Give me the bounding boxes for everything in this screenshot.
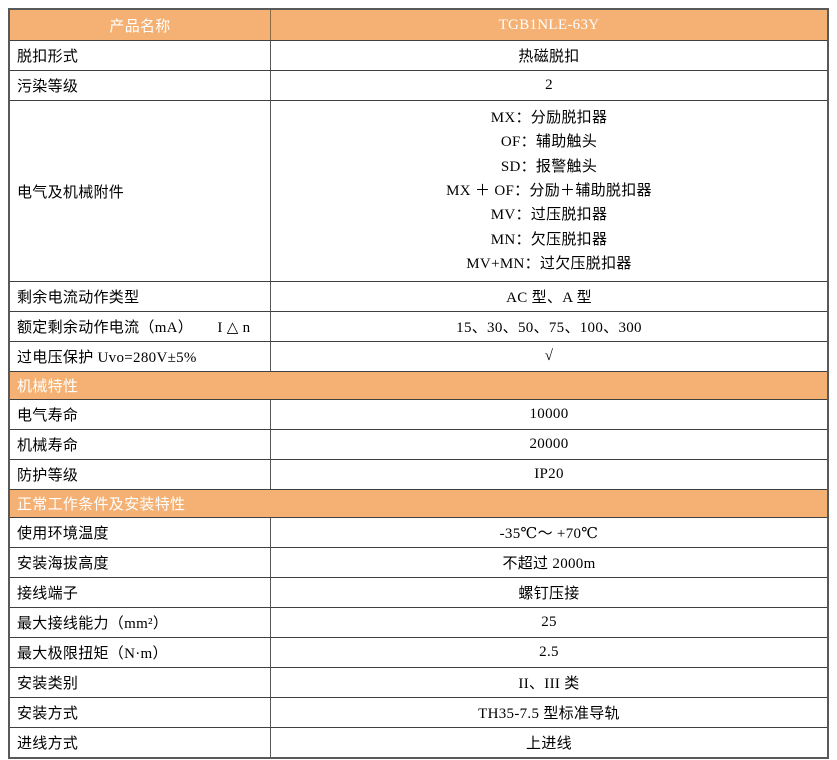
spec-label: 安装类别	[10, 668, 271, 697]
spec-label: 额定剩余动作电流（mA） I △ n	[10, 312, 271, 341]
spec-row-terminal-type: 接线端子 螺钉压接	[10, 577, 827, 607]
spec-label: 剩余电流动作类型	[10, 282, 271, 311]
spec-value: AC 型、A 型	[506, 290, 592, 306]
spec-value: 20000	[529, 436, 569, 452]
spec-value: 螺钉压接	[518, 586, 580, 602]
spec-row-mounting-method: 安装方式 TH35-7.5 型标准导轨	[10, 697, 827, 727]
spec-row-residual-current-type: 剩余电流动作类型 AC 型、A 型	[10, 281, 827, 311]
spec-value: 不超过 2000m	[502, 556, 596, 572]
spec-value: 2.5	[539, 644, 559, 660]
spec-row-max-torque: 最大极限扭矩（N·m） 2.5	[10, 637, 827, 667]
spec-label: 电气寿命	[10, 400, 271, 429]
spec-value: 2	[545, 77, 553, 93]
spec-value: IP20	[534, 466, 564, 482]
spec-label: 安装海拔高度	[10, 548, 271, 577]
accessory-line: MV：过压脱扣器	[490, 207, 608, 224]
spec-value: 10000	[529, 406, 569, 422]
spec-row-mechanical-life: 机械寿命 20000	[10, 429, 827, 459]
section-header-installation: 正常工作条件及安装特性	[10, 489, 827, 517]
spec-value: 15、30、50、75、100、300	[456, 320, 642, 336]
spec-row-ambient-temperature: 使用环境温度 -35℃～ +70℃	[10, 517, 827, 547]
spec-row-pollution-degree: 污染等级 2	[10, 70, 827, 100]
spec-value: 上进线	[526, 736, 572, 752]
spec-row-max-wiring-capacity: 最大接线能力（mm²） 25	[10, 607, 827, 637]
spec-row-installation-altitude: 安装海拔高度 不超过 2000m	[10, 547, 827, 577]
spec-value: -35℃～ +70℃	[499, 526, 599, 542]
accessory-line: MX ＋ OF：分励＋辅助脱扣器	[446, 182, 652, 199]
spec-row-rated-residual-current: 额定剩余动作电流（mA） I △ n 15、30、50、75、100、300	[10, 311, 827, 341]
spec-row-electrical-life: 电气寿命 10000	[10, 399, 827, 429]
spec-row-line-entry: 进线方式 上进线	[10, 727, 827, 757]
product-spec-table: 产品名称 TGB1NLE-63Y 脱扣形式 热磁脱扣 污染等级 2 电气及机械附…	[8, 8, 829, 759]
spec-value: II、III 类	[518, 676, 580, 692]
accessory-line: SD：报警触头	[500, 158, 598, 175]
spec-row-protection-degree: 防护等级 IP20	[10, 459, 827, 489]
spec-label: 机械寿命	[10, 430, 271, 459]
accessory-line: MV+MN：过欠压脱扣器	[466, 255, 632, 272]
spec-label: 脱扣形式	[10, 41, 271, 70]
spec-label: 防护等级	[10, 460, 271, 489]
spec-row-accessories: 电气及机械附件 MX：分励脱扣器 OF：辅助触头 SD：报警触头 MX ＋ OF…	[10, 100, 827, 281]
spec-row-trip-type: 脱扣形式 热磁脱扣	[10, 40, 827, 70]
accessory-line: OF：辅助触头	[500, 134, 598, 151]
spec-value: 25	[541, 614, 557, 630]
spec-value: 热磁脱扣	[518, 49, 580, 65]
spec-label: 进线方式	[10, 728, 271, 757]
product-model-value: TGB1NLE-63Y	[498, 16, 600, 33]
accessory-line: MX：分励脱扣器	[490, 110, 608, 127]
spec-value: TH35-7.5 型标准导轨	[478, 706, 620, 722]
spec-label: 污染等级	[10, 71, 271, 100]
spec-label: 接线端子	[10, 578, 271, 607]
spec-row-installation-category: 安装类别 II、III 类	[10, 667, 827, 697]
checkmark-value: √	[544, 348, 554, 364]
accessory-line: MN：欠压脱扣器	[490, 231, 608, 248]
spec-label: 安装方式	[10, 698, 271, 727]
spec-label: 电气及机械附件	[10, 101, 271, 281]
spec-label: 最大接线能力（mm²）	[10, 608, 271, 637]
section-header-mechanical: 机械特性	[10, 371, 827, 399]
spec-value-multiline: MX：分励脱扣器 OF：辅助触头 SD：报警触头 MX ＋ OF：分励＋辅助脱扣…	[271, 101, 827, 281]
product-name-header: 产品名称	[10, 10, 271, 40]
product-header-row: 产品名称 TGB1NLE-63Y	[10, 10, 827, 40]
spec-row-overvoltage-protection: 过电压保护 Uvo=280V±5% √	[10, 341, 827, 371]
spec-label: 过电压保护 Uvo=280V±5%	[10, 342, 271, 371]
spec-label: 使用环境温度	[10, 518, 271, 547]
spec-label: 最大极限扭矩（N·m）	[10, 638, 271, 667]
